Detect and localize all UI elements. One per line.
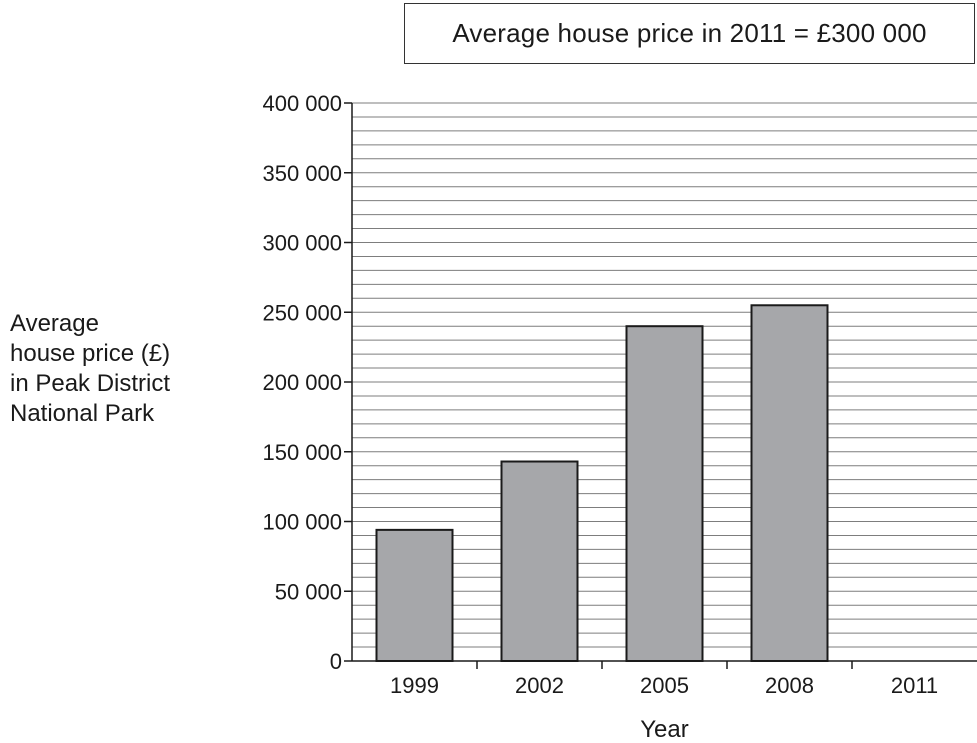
annotation-box: Average house price in 2011 = £300 000 xyxy=(404,3,975,64)
y-axis-label-line: Average xyxy=(10,310,99,337)
y-tick-label: 300 000 xyxy=(262,231,342,256)
x-tick-label: 2008 xyxy=(765,673,814,698)
bar xyxy=(625,325,704,662)
y-axis-label-line: in Peak District xyxy=(10,370,171,397)
y-tick-label: 200 000 xyxy=(262,370,342,395)
y-tick-label: 100 000 xyxy=(262,510,342,535)
x-tick-label: 2005 xyxy=(640,673,689,698)
x-tick-label: 2002 xyxy=(515,673,564,698)
y-tick-label: 350 000 xyxy=(262,161,342,186)
y-tick-label: 50 000 xyxy=(275,579,342,604)
bar xyxy=(500,460,579,663)
x-tick-label: 1999 xyxy=(390,673,439,698)
y-tick-label: 150 000 xyxy=(262,440,342,465)
y-axis-label-line: house price (£) xyxy=(10,340,171,367)
x-tick-label: 2011 xyxy=(891,673,938,698)
y-tick-label: 250 000 xyxy=(262,300,342,325)
y-tick-label: 400 000 xyxy=(262,91,342,116)
annotation-text: Average house price in 2011 = £300 000 xyxy=(452,18,927,48)
x-axis-title: Year xyxy=(640,716,689,743)
bars xyxy=(375,304,829,663)
bar xyxy=(750,304,829,662)
axes xyxy=(344,102,977,669)
y-axis-label: Average house price (£) in Peak District… xyxy=(10,309,170,429)
y-axis-label-line: National Park xyxy=(10,400,155,427)
y-tick-label: 0 xyxy=(330,649,342,674)
tick-labels: 0 50 000 100 000 150 000 200 000 250 000 300 0… xyxy=(262,91,938,698)
bar xyxy=(375,528,454,662)
